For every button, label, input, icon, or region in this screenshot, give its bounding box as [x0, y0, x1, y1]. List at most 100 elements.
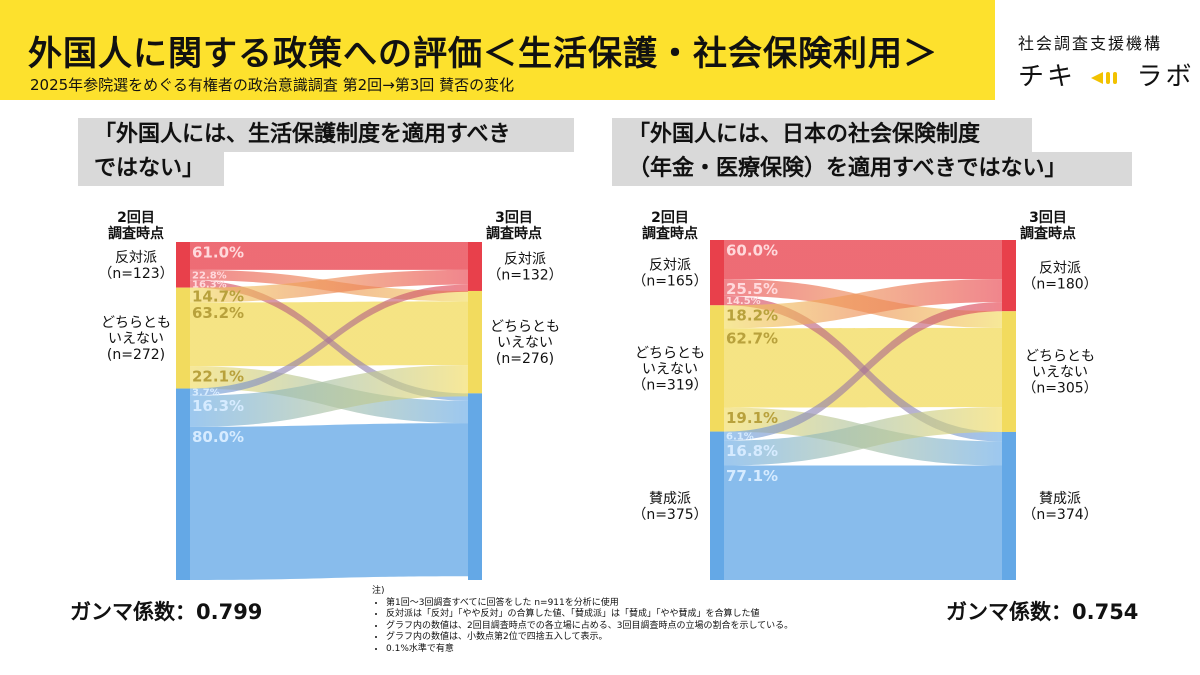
sankey-chart-0: 61.0%22.8%16.3%14.7%63.2%22.1%3.7%16.3%8…	[98, 210, 563, 580]
note-item: 第1回〜3回調査すべてに回答をした n=911を分析に使用	[386, 598, 793, 610]
left-group-label: どちらとも	[635, 345, 705, 361]
right-bar-1	[468, 290, 482, 394]
brand-name-left: チキ	[1018, 62, 1077, 92]
flow-pct-label: 16.3%	[192, 397, 244, 415]
left-bar-0	[710, 240, 724, 306]
flow-band-2-1	[724, 407, 1002, 466]
flow-band-1-0	[724, 279, 1002, 329]
left-axis-label: 調査時点	[108, 225, 164, 242]
question-box-line1-right: 「外国人には、日本の社会保険制度	[612, 118, 1032, 152]
left-axis-label: 2回目	[117, 210, 155, 226]
left-bar-0	[176, 242, 190, 288]
notes-heading: 注)	[372, 586, 385, 596]
megaphone-icon	[1091, 71, 1118, 84]
right-group-label: (n=276)	[496, 351, 554, 367]
right-group-label: どちらとも	[490, 319, 560, 335]
left-bar-1	[176, 287, 190, 389]
right-bar-2	[468, 393, 482, 580]
flow-pct-label: 3.7%	[192, 388, 220, 399]
right-group-label: いえない	[497, 335, 553, 351]
left-bar-2	[710, 431, 724, 580]
page-title: 外国人に関する政策への評価＜生活保護・社会保険利用＞	[28, 34, 938, 74]
flow-pct-label: 6.1%	[726, 432, 754, 443]
flow-pct-label: 77.1%	[726, 467, 778, 485]
note-item: グラフ内の数値は、2回目調査時点での各立場に占める、3回目調査時点の立場の割合を…	[386, 621, 793, 633]
left-group-label: どちらとも	[101, 315, 171, 331]
right-bar-0	[468, 242, 482, 291]
brand-logo: チキ ラボ	[1018, 56, 1195, 93]
right-group-label: 反対派	[504, 251, 546, 267]
right-axis-label: 3回目	[1029, 210, 1067, 226]
right-group-label: どちらとも	[1025, 349, 1095, 365]
right-bar-2	[1002, 431, 1016, 580]
flow-pct-label: 14.7%	[192, 287, 244, 305]
question-text-line2: ではない」	[94, 156, 205, 181]
question-box-line2-left: ではない」	[78, 152, 224, 186]
flow-band-1-1	[190, 301, 468, 367]
right-group-label: （n=305）	[1022, 381, 1097, 397]
right-group-label: 賛成派	[1039, 491, 1081, 507]
left-group-label: （n=165）	[632, 274, 707, 290]
page-subtitle: 2025年参院選をめぐる有権者の政治意識調査 第2回→第3回 賛否の変化	[30, 76, 515, 94]
flow-pct-label: 22.8%	[192, 271, 227, 282]
right-group-label: （n=374）	[1022, 507, 1097, 523]
header-banner: 外国人に関する政策への評価＜生活保護・社会保険利用＞ 2025年参院選をめぐる有…	[0, 0, 995, 100]
left-group-label: 反対派	[115, 250, 157, 266]
question-text-line2: （年金・医療保険）を適用すべきではない」	[628, 156, 1067, 181]
right-axis-label: 3回目	[495, 210, 533, 226]
flow-pct-label: 62.7%	[726, 330, 778, 348]
right-axis-label: 調査時点	[1020, 225, 1076, 242]
question-text-line1: 「外国人には、生活保護制度を適用すべき	[94, 122, 511, 147]
left-group-label: （n=319）	[632, 377, 707, 393]
brand-org: 社会調査支援機構	[1018, 34, 1163, 53]
left-group-label: （n=375）	[632, 507, 707, 523]
left-bar-1	[710, 305, 724, 432]
left-group-label: 反対派	[649, 258, 691, 274]
right-group-label: （n=132）	[487, 267, 562, 283]
flow-band-2-2	[190, 423, 468, 580]
right-bar-1	[1002, 311, 1016, 432]
flow-pct-label: 14.5%	[726, 296, 761, 307]
left-group-label: いえない	[642, 361, 698, 377]
gamma-right: ガンマ係数：0.754	[946, 600, 1139, 624]
notes: 注) 第1回〜3回調査すべてに回答をした n=911を分析に使用 反対派は「反対…	[372, 586, 793, 655]
brand-name-right: ラボ	[1136, 62, 1195, 92]
question-box-line2-right: （年金・医療保険）を適用すべきではない」	[612, 152, 1132, 186]
flow-band-0-0	[724, 240, 1002, 280]
flow-band-1-0	[190, 269, 468, 303]
flow-pct-label: 60.0%	[726, 241, 778, 259]
flow-band-0-0	[190, 242, 468, 270]
left-axis-label: 調査時点	[642, 225, 698, 242]
flow-pct-label: 61.0%	[192, 243, 244, 261]
right-bar-0	[1002, 240, 1016, 312]
flow-band-2-2	[724, 465, 1002, 580]
sankey-chart-1: 60.0% 25.5%14.5%18.2% 62.7% 19.1% 6.1%16.8% 7…	[632, 210, 1098, 580]
flow-pct-label: 16.8%	[726, 442, 778, 460]
right-group-label: （n=180）	[1022, 277, 1097, 293]
notes-list: 第1回〜3回調査すべてに回答をした n=911を分析に使用 反対派は「反対」「や…	[372, 598, 793, 656]
question-text-line1: 「外国人には、日本の社会保険制度	[628, 122, 981, 147]
right-group-label: 反対派	[1039, 261, 1081, 277]
flow-band-2-0	[724, 302, 1002, 441]
left-group-label: (n=272)	[107, 347, 165, 363]
left-group-label: （n=123）	[98, 266, 173, 282]
flow-band-2-1	[190, 365, 468, 427]
gamma-left: ガンマ係数：0.799	[70, 600, 263, 624]
note-item: 0.1%水準で有意	[386, 644, 793, 656]
left-bar-2	[176, 388, 190, 580]
flow-pct-label: 25.5%	[726, 280, 778, 298]
flow-pct-label: 22.1%	[192, 368, 244, 386]
note-item: 反対派は「反対」「やや反対」の合算した値、「賛成派」は「賛成」「やや賛成」を合算…	[386, 609, 793, 621]
left-axis-label: 2回目	[651, 210, 689, 226]
note-item: グラフ内の数値は、小数点第2位で四捨五入して表示。	[386, 632, 793, 644]
flow-band-2-0	[190, 284, 468, 396]
flow-pct-label: 80.0%	[192, 428, 244, 446]
left-group-label: 賛成派	[649, 491, 691, 507]
flow-pct-label: 16.3%	[192, 280, 227, 291]
question-box-line1-left: 「外国人には、生活保護制度を適用すべき	[78, 118, 574, 152]
right-group-label: いえない	[1032, 365, 1088, 381]
flow-pct-label: 63.2%	[192, 304, 244, 322]
flow-pct-label: 18.2%	[726, 307, 778, 325]
left-group-label: いえない	[108, 331, 164, 347]
